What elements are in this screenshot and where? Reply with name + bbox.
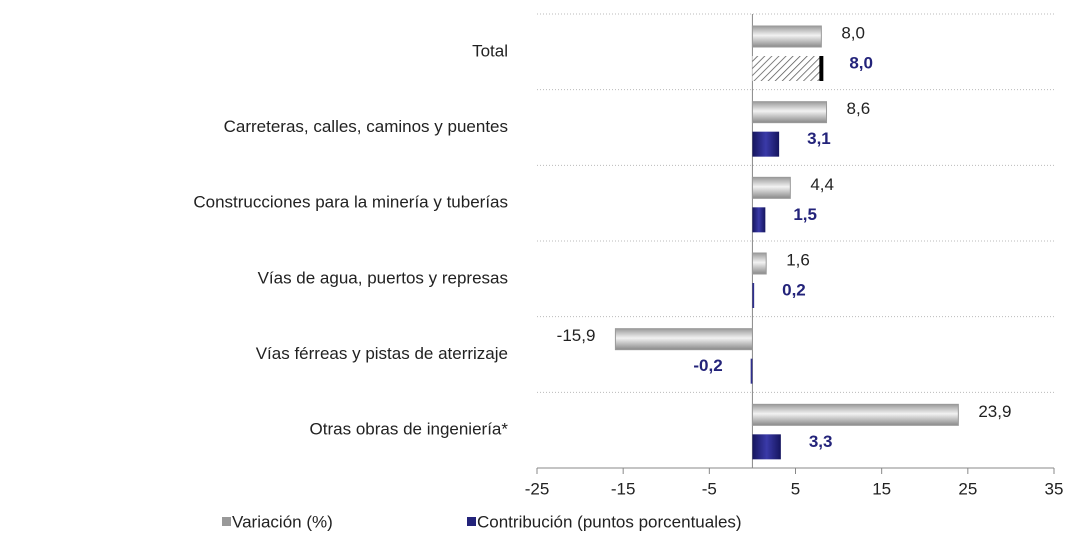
bar (751, 25, 822, 48)
bar (752, 434, 781, 460)
bar (752, 56, 822, 81)
x-tick-label: -15 (611, 479, 636, 498)
contribution-label: -0,2 (693, 356, 722, 375)
contribution-label: 1,5 (793, 205, 817, 224)
x-tick-label: 35 (1045, 479, 1064, 498)
y-tick-label: Construcciones para la minería y tubería… (193, 193, 508, 212)
bar (751, 101, 828, 124)
bar (751, 403, 959, 426)
y-tick-label: Carreteras, calles, caminos y puentes (224, 117, 508, 136)
bar (752, 207, 766, 233)
x-tick-label: 25 (958, 479, 977, 498)
contribution-label: 3,1 (807, 129, 831, 148)
x-tick-label: 15 (872, 479, 891, 498)
value-label: 8,0 (841, 23, 865, 42)
legend-label: Variación (%) (232, 512, 333, 531)
bar (752, 283, 755, 308)
bar (614, 328, 753, 351)
bar (751, 252, 767, 275)
value-label: 8,6 (847, 99, 871, 118)
value-label: 23,9 (978, 402, 1011, 421)
y-tick-label: Total (472, 41, 508, 60)
legend-swatch (467, 517, 476, 526)
legend-label: Contribución (puntos porcentuales) (477, 512, 742, 531)
bar (750, 358, 753, 384)
value-label: 1,6 (786, 250, 810, 269)
y-tick-label: Vías férreas y pistas de aterrizaje (256, 344, 508, 363)
value-label: 4,4 (810, 175, 834, 194)
value-label: -15,9 (557, 326, 596, 345)
x-tick-label: -25 (525, 479, 550, 498)
contribution-label: 8,0 (849, 53, 873, 72)
x-tick-label: -5 (702, 479, 717, 498)
bar (751, 176, 791, 199)
bar (752, 131, 780, 157)
y-tick-label: Otras obras de ingeniería* (310, 420, 509, 439)
x-tick-label: 5 (791, 479, 800, 498)
y-tick-label: Vías de agua, puertos y represas (258, 268, 508, 287)
legend-swatch (222, 517, 231, 526)
contribution-label: 3,3 (809, 432, 833, 451)
contribution-label: 0,2 (782, 280, 806, 299)
